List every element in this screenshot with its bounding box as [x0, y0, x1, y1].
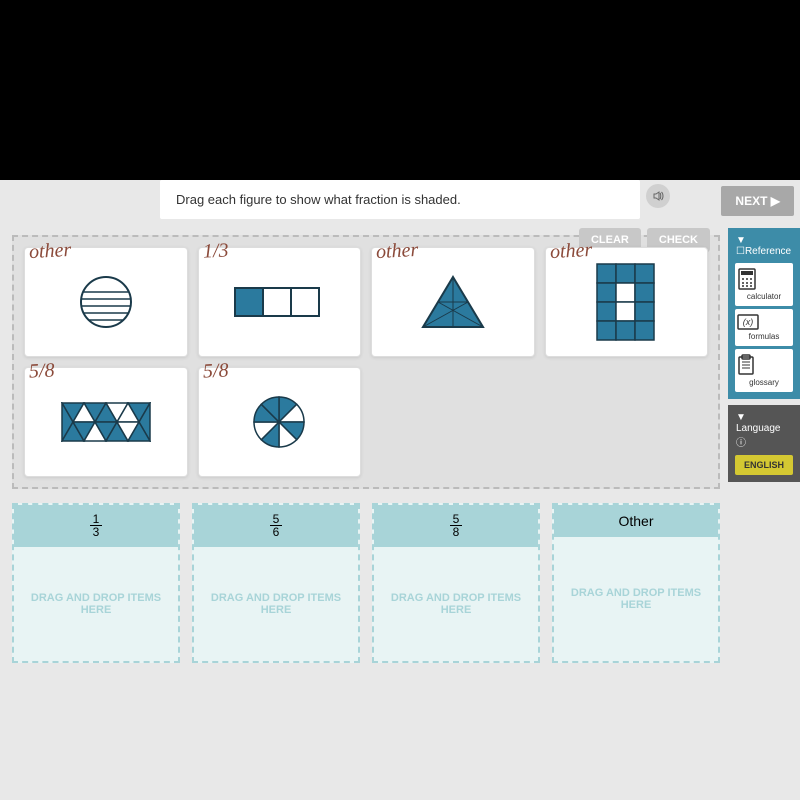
card-pie[interactable]: 5/8: [198, 367, 362, 477]
shape-grid: [596, 263, 656, 341]
language-button[interactable]: ENGLISH: [735, 455, 793, 475]
reference-header[interactable]: ▼ ☐Reference: [732, 232, 796, 260]
cards-container: other 1/3: [12, 235, 720, 489]
card-circle-stripes[interactable]: other: [24, 247, 188, 357]
speaker-icon: [652, 190, 664, 202]
card-tri-rect[interactable]: 5/8: [24, 367, 188, 477]
formulas-tool[interactable]: (x) formulas: [735, 309, 793, 346]
drop-header: 58: [374, 505, 538, 547]
language-header[interactable]: ▼ Language ⓘ: [732, 409, 796, 452]
glossary-tool[interactable]: glossary: [735, 349, 793, 392]
annotation: 1/3: [202, 239, 229, 263]
letterbox-top: [0, 0, 800, 180]
next-button[interactable]: NEXT ▶: [721, 186, 794, 216]
card-rect-thirds[interactable]: 1/3: [198, 247, 362, 357]
annotation: 5/8: [28, 359, 55, 383]
drop-header: 13: [14, 505, 178, 547]
cards-grid: other 1/3: [24, 247, 708, 477]
drop-header: Other: [554, 505, 718, 537]
calculator-icon: [737, 268, 791, 290]
shape-tri-rect: [61, 402, 151, 442]
formulas-icon: (x): [737, 314, 791, 330]
audio-button[interactable]: [646, 184, 670, 208]
svg-text:(x): (x): [743, 317, 754, 327]
shape-triangle: [418, 272, 488, 332]
annotation: 5/8: [202, 359, 229, 383]
card-grid[interactable]: other: [545, 247, 709, 357]
drop-zones: 13 DRAG AND DROP ITEMS HERE 56 DRAG AND …: [12, 503, 720, 663]
drop-placeholder: DRAG AND DROP ITEMS HERE: [554, 537, 718, 661]
drop-placeholder: DRAG AND DROP ITEMS HERE: [374, 547, 538, 661]
drop-header: 56: [194, 505, 358, 547]
work-area: other 1/3: [0, 227, 800, 671]
drop-placeholder: DRAG AND DROP ITEMS HERE: [14, 547, 178, 661]
shape-circle-stripes: [76, 272, 136, 332]
calculator-tool[interactable]: calculator: [735, 263, 793, 306]
shape-rect-thirds: [234, 287, 324, 317]
shape-pie: [249, 392, 309, 452]
sidebar: ▼ ☐Reference calculator (x) formulas glo…: [728, 228, 800, 482]
formulas-label: formulas: [737, 332, 791, 341]
glossary-icon: [737, 354, 791, 376]
reference-panel: ▼ ☐Reference calculator (x) formulas glo…: [728, 228, 800, 399]
drop-zone-other[interactable]: Other DRAG AND DROP ITEMS HERE: [552, 503, 720, 663]
drop-zone-5-6[interactable]: 56 DRAG AND DROP ITEMS HERE: [192, 503, 360, 663]
calculator-label: calculator: [737, 292, 791, 301]
language-panel: ▼ Language ⓘ ENGLISH: [728, 405, 800, 482]
instruction-bar: Drag each figure to show what fraction i…: [160, 180, 640, 219]
glossary-label: glossary: [737, 378, 791, 387]
drop-zone-1-3[interactable]: 13 DRAG AND DROP ITEMS HERE: [12, 503, 180, 663]
card-triangle[interactable]: other: [371, 247, 535, 357]
app-container: NEXT ▶ Drag each figure to show what fra…: [0, 180, 800, 800]
drop-zone-5-8[interactable]: 58 DRAG AND DROP ITEMS HERE: [372, 503, 540, 663]
annotation: other: [28, 239, 71, 264]
annotation: other: [375, 239, 418, 264]
instruction-text: Drag each figure to show what fraction i…: [176, 192, 461, 207]
drop-placeholder: DRAG AND DROP ITEMS HERE: [194, 547, 358, 661]
